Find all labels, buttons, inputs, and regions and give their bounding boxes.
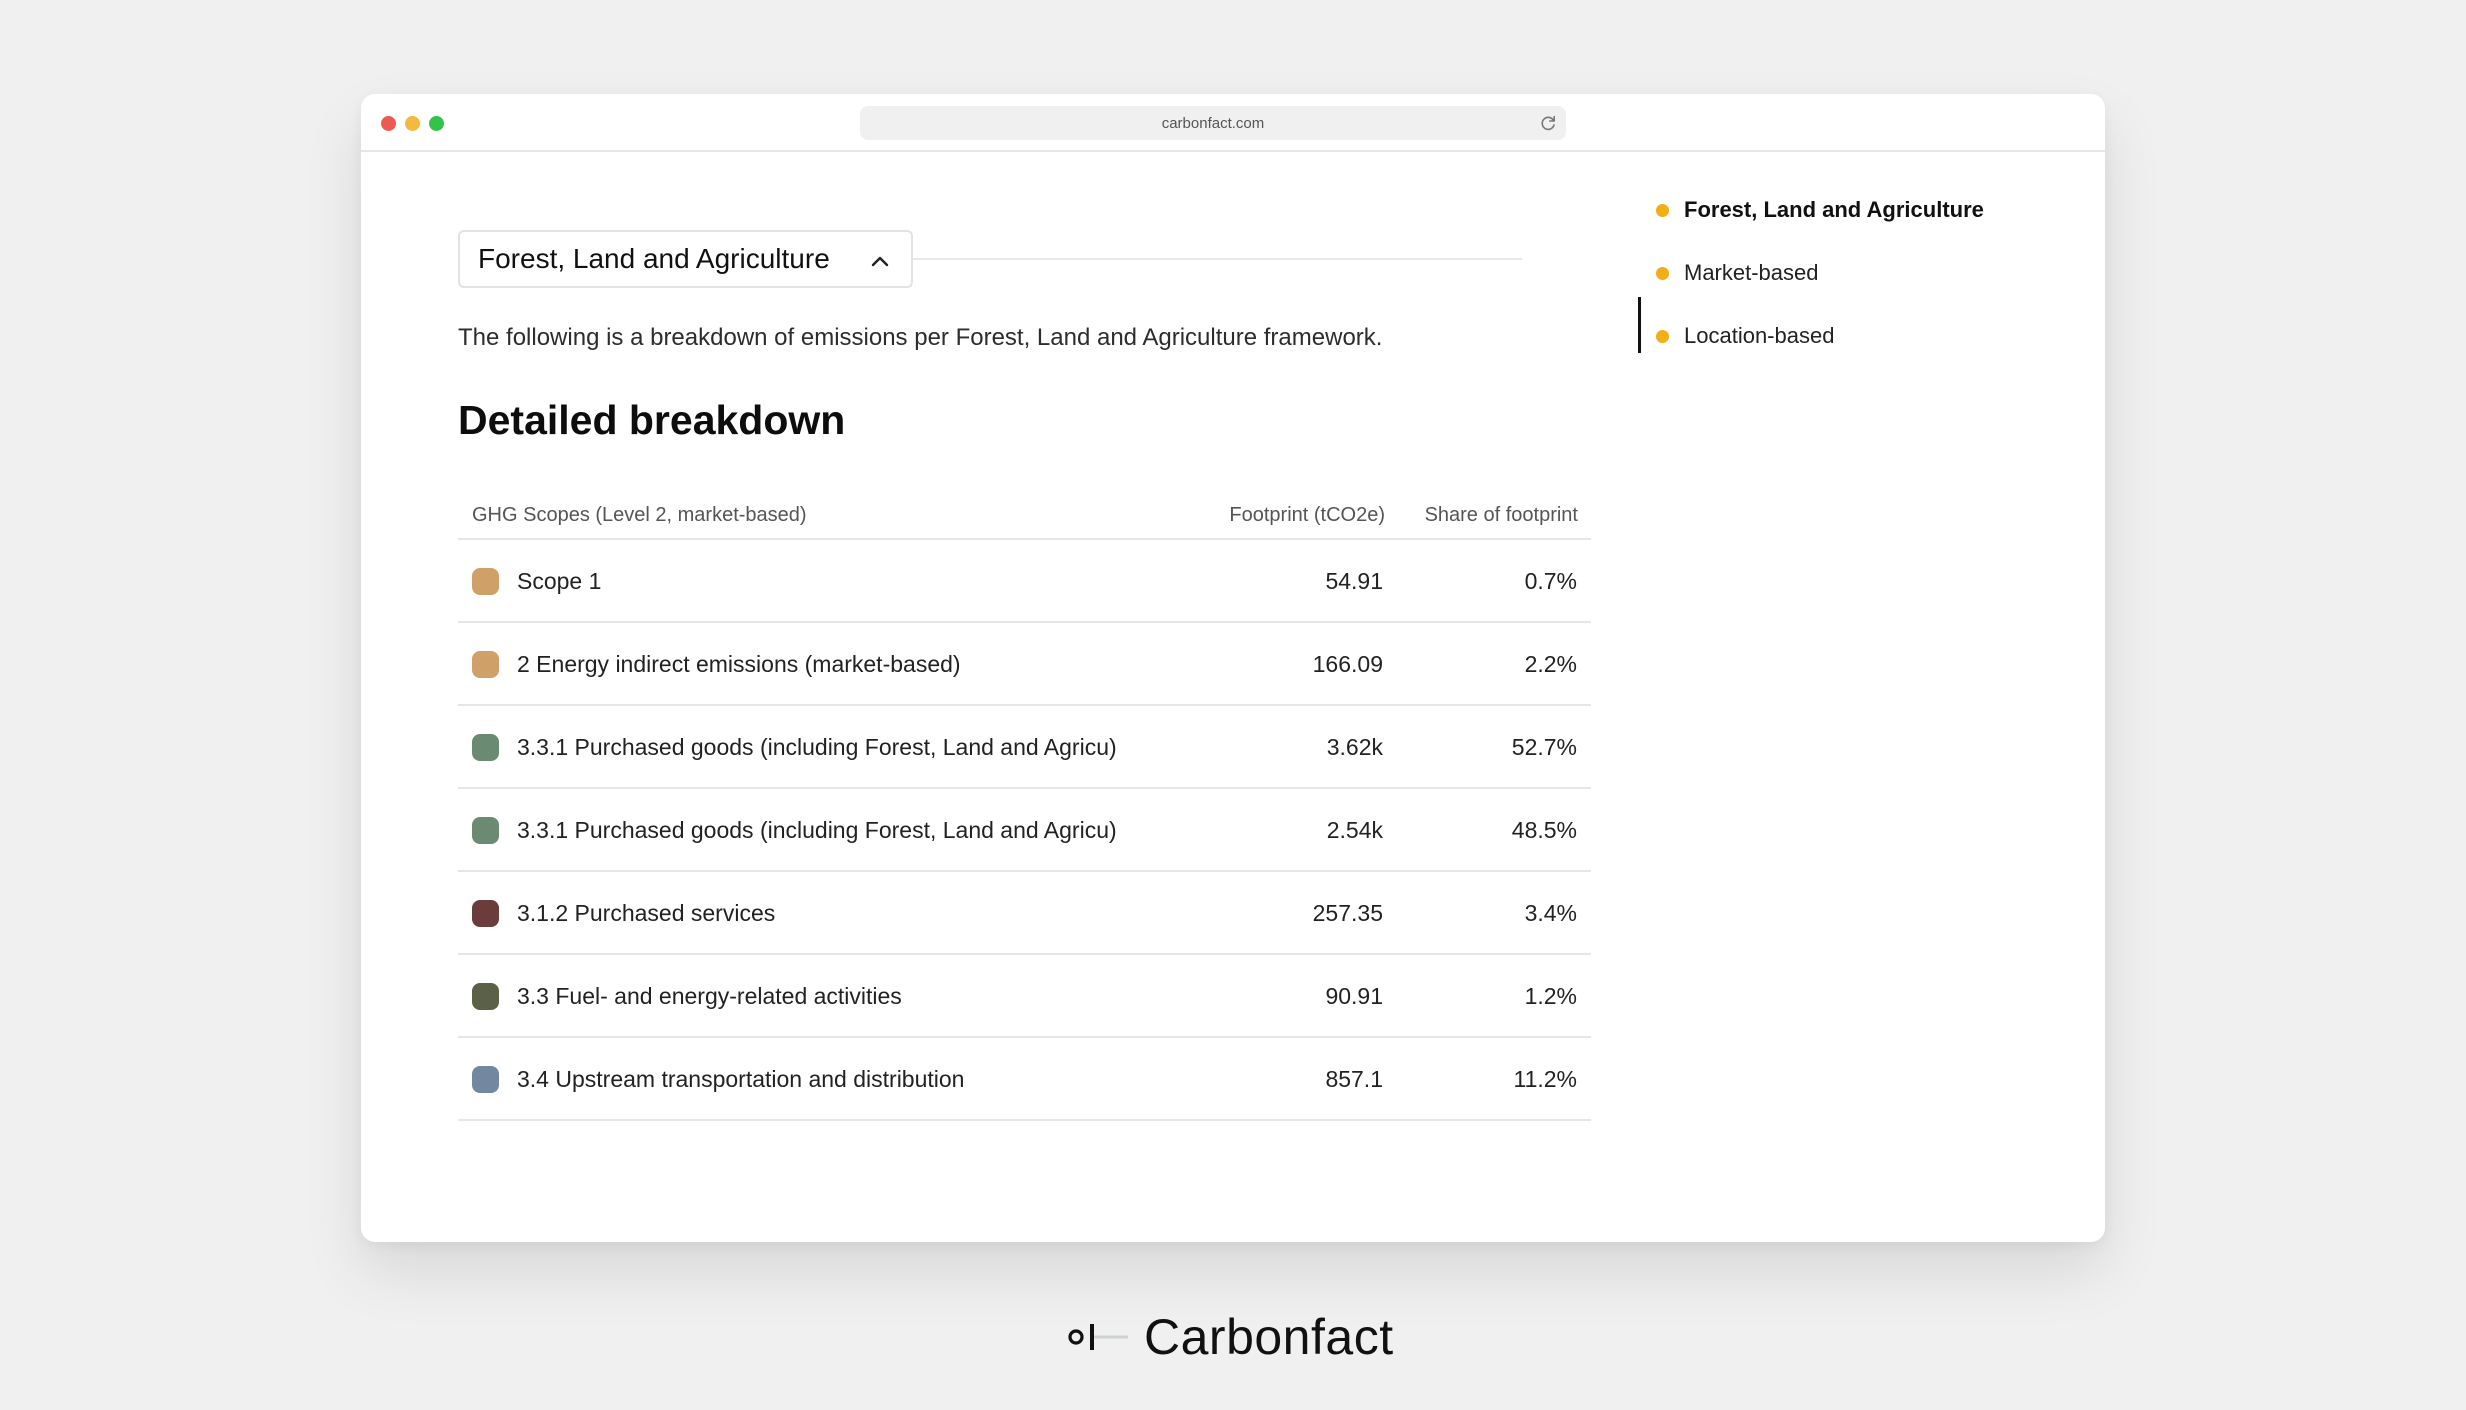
table-row[interactable]: 3.1.2 Purchased services 257.35 3.4% (458, 872, 1591, 955)
category-color-swatch (472, 734, 499, 761)
section-header: Forest, Land and Agriculture (458, 230, 1522, 288)
table-row[interactable]: 3.3 Fuel- and energy-related activities 9… (458, 955, 1591, 1038)
chevron-up-icon (871, 256, 889, 267)
scope-label: 3.4 Upstream transportation and distribu… (517, 1066, 965, 1092)
footprint-value: 857.1 (1325, 1066, 1383, 1092)
footprint-value: 257.35 (1312, 900, 1383, 926)
footprint-value: 90.91 (1325, 983, 1383, 1009)
share-value: 2.2% (1524, 651, 1577, 677)
table-row[interactable]: 3.3.1 Purchased goods (including Forest,… (458, 706, 1591, 789)
toc-item-market-based[interactable]: Market-based (1656, 257, 1819, 289)
toc-bullet (1656, 329, 1669, 343)
table-body: Scope 1 54.91 0.7% 2 Energy indirect emissi… (458, 540, 1591, 1121)
toc-bullet (1656, 203, 1669, 217)
address-bar[interactable]: carbonfact.com (860, 106, 1566, 140)
toc-item-label: Market-based (1684, 260, 1819, 285)
toc-item-forest-land-agriculture[interactable]: Forest, Land and Agriculture (1656, 194, 1984, 226)
intro-text: The following is a breakdown of emission… (458, 324, 1383, 351)
toc-item-location-based[interactable]: Location-based (1656, 320, 1834, 352)
page-content: Forest, Land and Agriculture The followi… (361, 154, 2105, 1242)
scope-label: 2 Energy indirect emissions (market-base… (517, 651, 961, 677)
breakdown-table: GHG Scopes (Level 2, market-based) Footp… (458, 494, 1591, 1121)
reload-icon[interactable] (1538, 113, 1558, 133)
scope-label: 3.3.1 Purchased goods (including Forest,… (517, 734, 1117, 760)
table-row[interactable]: 2 Energy indirect emissions (market-base… (458, 623, 1591, 706)
browser-titlebar: carbonfact.com (361, 94, 2105, 152)
toc-item-label: Forest, Land and Agriculture (1684, 197, 1984, 222)
footprint-value: 2.54k (1326, 817, 1383, 843)
scope-label: 3.1.2 Purchased services (517, 900, 776, 926)
category-color-swatch (472, 817, 499, 844)
brand-name: Carbonfact (1144, 1309, 1394, 1365)
column-header-footprint[interactable]: Footprint (tCO2e) (1229, 504, 1385, 526)
category-color-swatch (472, 568, 499, 595)
share-value: 52.7% (1511, 734, 1577, 760)
table-row[interactable]: 3.4 Upstream transportation and distribu… (458, 1038, 1591, 1121)
footprint-value: 54.91 (1325, 568, 1383, 594)
category-color-swatch (472, 651, 499, 678)
table-row[interactable]: 3.3.1 Purchased goods (including Forest,… (458, 789, 1591, 872)
category-color-swatch (472, 1066, 499, 1093)
toc-active-indicator (1638, 297, 1641, 353)
section-divider (913, 258, 1522, 260)
share-value: 0.7% (1524, 568, 1577, 594)
page-title: Detailed breakdown (458, 397, 846, 443)
share-value: 1.2% (1524, 983, 1577, 1009)
toc-bullet (1656, 266, 1669, 280)
maximize-window-button[interactable] (429, 116, 444, 131)
share-value: 48.5% (1511, 817, 1577, 843)
scope-label: 3.3 Fuel- and energy-related activities (517, 983, 902, 1009)
column-header-share[interactable]: Share of footprint (1424, 504, 1578, 526)
table-row[interactable]: Scope 1 54.91 0.7% (458, 540, 1591, 623)
share-value: 11.2% (1513, 1066, 1577, 1092)
close-window-button[interactable] (381, 116, 396, 131)
framework-dropdown-label: Forest, Land and Agriculture (478, 243, 830, 274)
framework-dropdown[interactable]: Forest, Land and Agriculture (458, 230, 913, 288)
table-header: GHG Scopes (Level 2, market-based) Footp… (458, 494, 1591, 540)
carbonfact-logo-icon (1068, 1324, 1128, 1350)
footprint-value: 3.62k (1326, 734, 1383, 760)
share-value: 3.4% (1524, 900, 1577, 926)
toc-item-label: Location-based (1684, 323, 1835, 348)
brand-logo: Carbonfact (1068, 1309, 1394, 1365)
category-color-swatch (472, 900, 499, 927)
scope-label: 3.3.1 Purchased goods (including Forest,… (517, 817, 1117, 843)
category-color-swatch (472, 983, 499, 1010)
url-text: carbonfact.com (1161, 114, 1265, 132)
browser-window: carbonfact.com Forest, Land and Agricult… (361, 94, 2105, 1242)
minimize-window-button[interactable] (405, 116, 420, 131)
footprint-value: 166.09 (1312, 651, 1383, 677)
scope-label: Scope 1 (517, 568, 602, 594)
column-header-scope[interactable]: GHG Scopes (Level 2, market-based) (472, 504, 807, 526)
